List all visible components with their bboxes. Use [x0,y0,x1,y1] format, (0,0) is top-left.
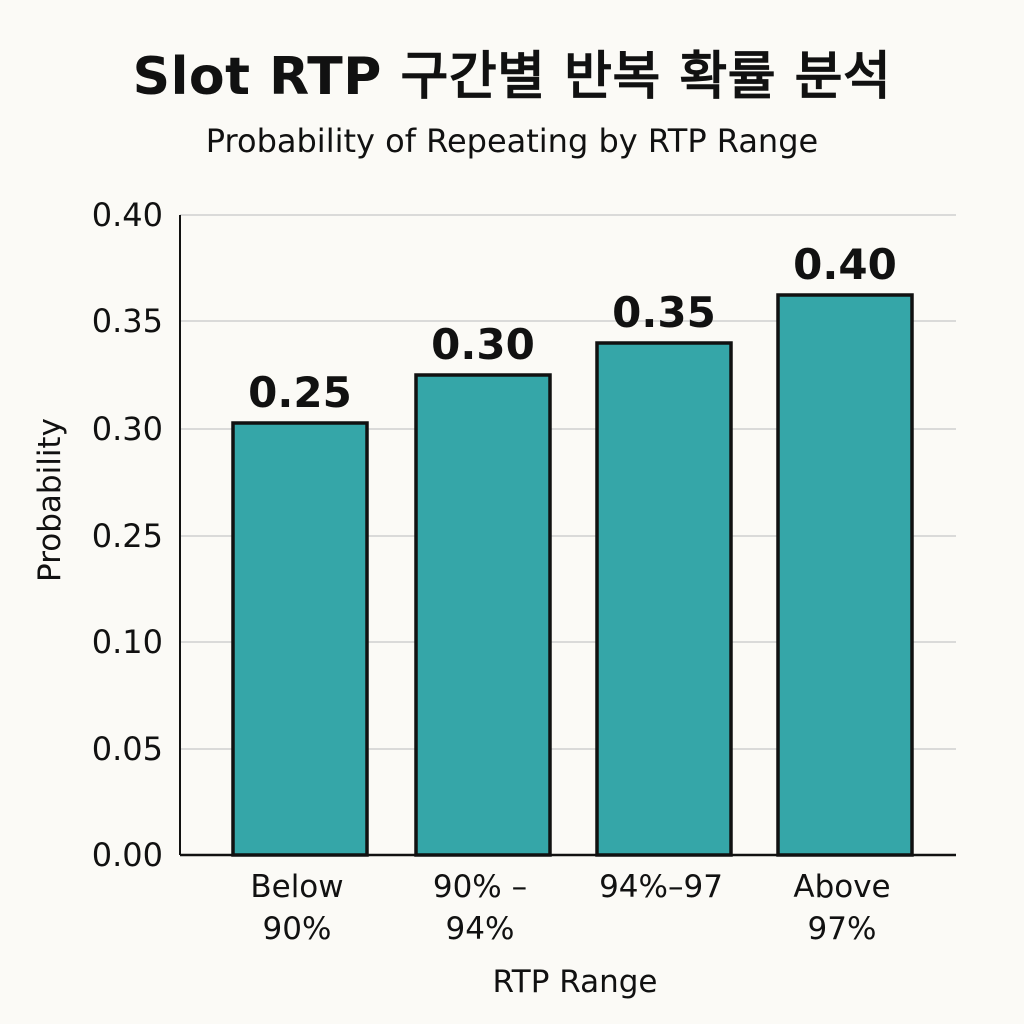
x-tick-label: 90% –94% [433,869,527,947]
y-tick-label: 0.05 [92,730,163,768]
bar [776,293,914,857]
data-label: 0.30 [431,320,535,369]
bars [231,293,914,857]
x-tick-label: Above 97% [793,869,890,947]
chart-title: Slot RTP 구간별 반복 확률 분석 [132,47,892,107]
bar [414,373,552,857]
bar [231,421,369,857]
y-tick-label: 0.35 [92,302,163,340]
y-tick-label: 0.10 [92,623,163,661]
data-label: 0.40 [793,240,897,289]
y-tick-labels: 0.00 0.05 0.10 0.25 0.30 0.35 0.40 [92,196,163,874]
y-tick-label: 0.25 [92,517,163,555]
y-axis-label: Probability [32,418,68,582]
x-tick-label: 94%–97 [599,869,723,905]
bar [595,341,733,857]
y-tick-label: 0.30 [92,410,163,448]
data-label: 0.35 [612,288,716,337]
y-tick-label: 0.00 [92,836,163,874]
data-label: 0.25 [248,368,352,417]
data-labels: 0.25 0.30 0.35 0.40 [248,240,897,417]
chart-subtitle: Probability of Repeating by RTP Range [205,122,819,160]
x-axis-label: RTP Range [492,964,657,1000]
x-tick-labels: Below 90% 90% –94% 94%–97 Above 97% [250,869,890,947]
x-tick-label: Below 90% [250,869,343,947]
y-tick-label: 0.40 [92,196,163,234]
